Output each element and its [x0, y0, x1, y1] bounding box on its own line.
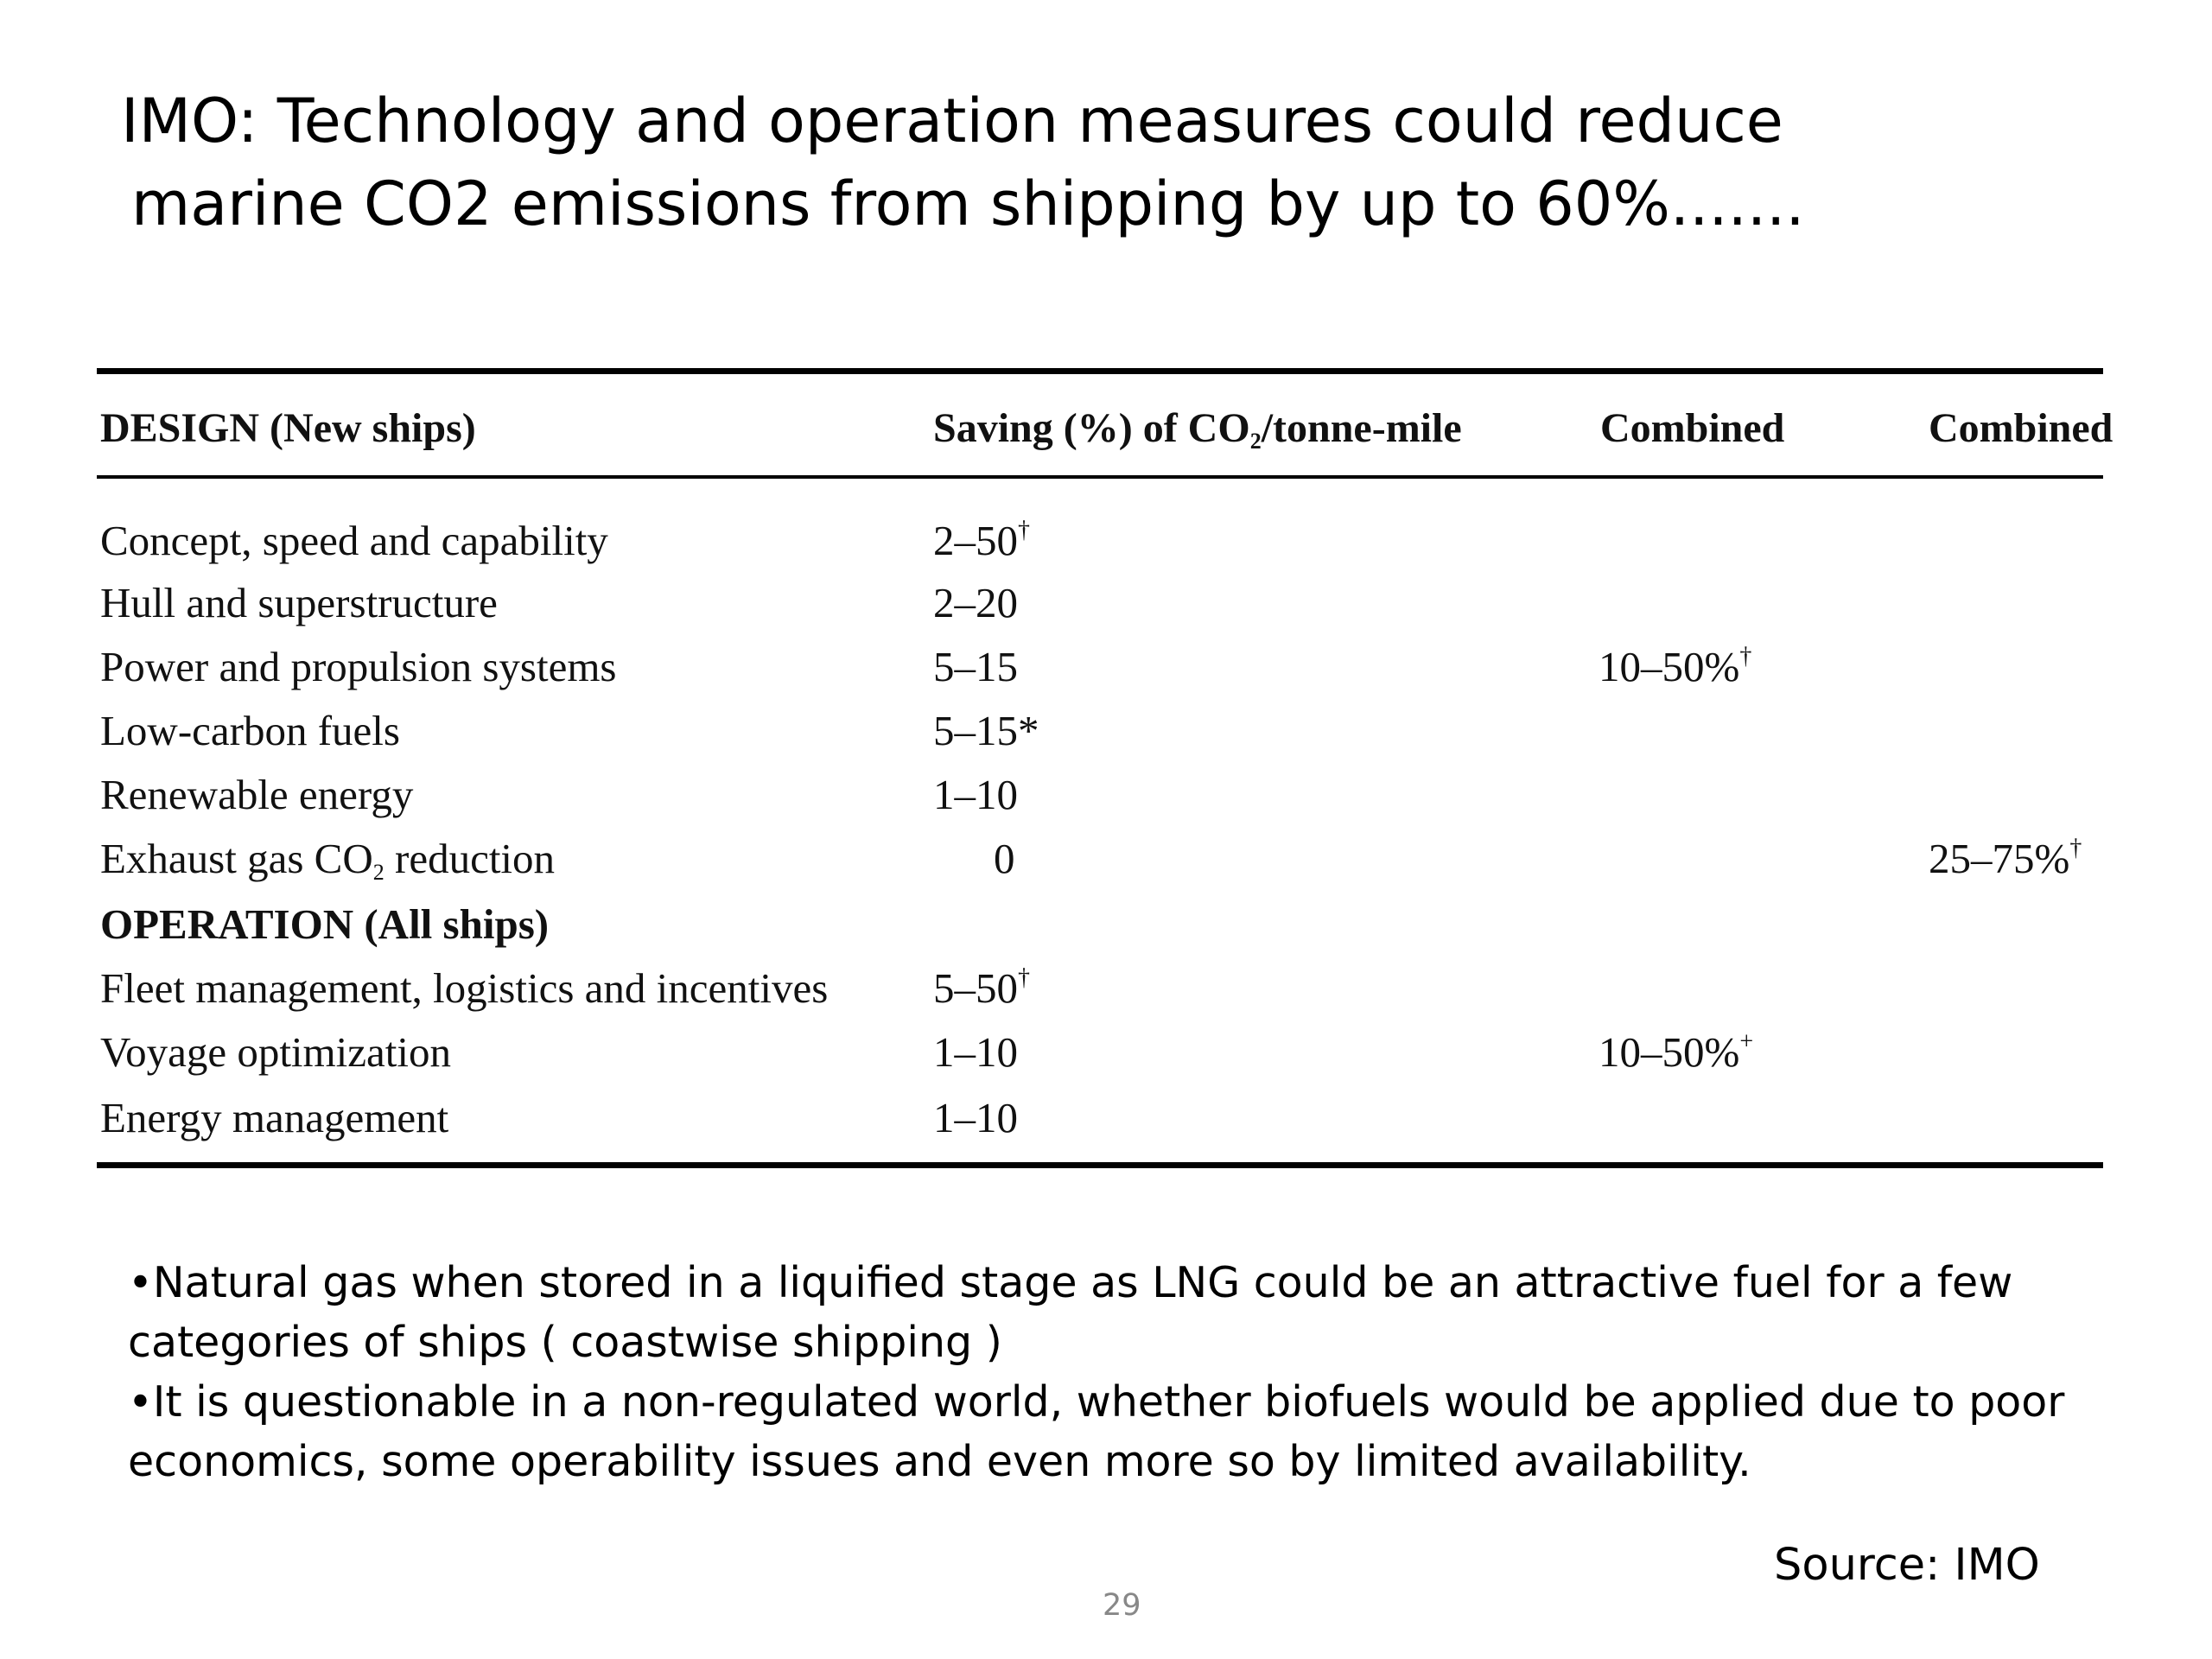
table-row-label: Energy management — [100, 1094, 449, 1141]
table-row-label: Concept, speed and capability — [100, 517, 608, 564]
slide-title-line-2: marine CO2 emissions from shipping by up… — [131, 168, 1805, 239]
table-row-saving: 2–20 — [933, 579, 1018, 626]
header-design: DESIGN (New ships) — [100, 405, 476, 451]
table-row-saving: 0 — [994, 835, 1015, 882]
table-row-label: Voyage optimization — [100, 1028, 451, 1076]
table-row-saving: 2–50† — [933, 517, 1030, 564]
header-saving: Saving (%) of CO2/tonne-mile — [933, 405, 1462, 454]
slide-title-line-1: IMO: Technology and operation measures c… — [121, 86, 1783, 156]
header-combined-2: Combined — [1929, 405, 2113, 451]
table-row-label: Exhaust gas CO2 reduction — [100, 835, 556, 885]
table-row-label: Low-carbon fuels — [100, 707, 400, 754]
table-row-label: Power and propulsion systems — [100, 643, 617, 690]
table-row-combined-total: 25–75%† — [1929, 835, 2082, 882]
table-row-label: Hull and superstructure — [100, 579, 498, 626]
table-row-combined: 10–50%† — [1599, 643, 1752, 690]
note-item: •It is questionable in a non-regulated w… — [128, 1377, 2065, 1486]
table-header-rule — [97, 475, 2103, 479]
table-bottom-rule — [97, 1162, 2103, 1168]
section-operation: OPERATION (All ships) — [100, 900, 550, 948]
table-row-saving: 5–15* — [933, 707, 1039, 754]
table-row-saving: 1–10 — [933, 771, 1018, 818]
table-row-label: Fleet management, logistics and incentiv… — [100, 964, 829, 1012]
table-row-label: Renewable energy — [100, 771, 414, 818]
header-combined-1: Combined — [1600, 405, 1785, 451]
note-item: •Natural gas when stored in a liquified … — [128, 1258, 2013, 1367]
table-row-saving: 1–10 — [933, 1028, 1018, 1076]
table-row-combined: 10–50%+ — [1599, 1028, 1754, 1076]
table-row-saving: 1–10 — [933, 1094, 1018, 1141]
table-row-saving: 5–15 — [933, 643, 1018, 690]
table-row-saving: 5–50† — [933, 964, 1030, 1012]
table-top-rule — [97, 368, 2103, 374]
notes-list: •Natural gas when stored in a liquified … — [128, 1253, 2141, 1491]
source-credit: Source: IMO — [1774, 1540, 2040, 1591]
page-number: 29 — [1103, 1588, 1141, 1623]
slide-title: IMO: Technology and operation measures c… — [121, 79, 1849, 245]
